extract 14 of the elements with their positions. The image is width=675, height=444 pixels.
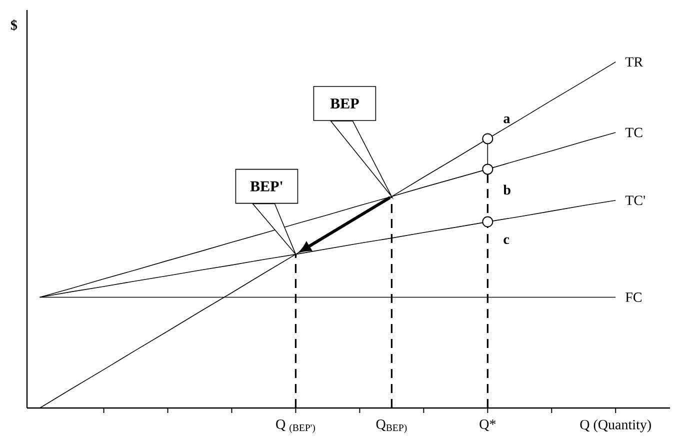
x-tick-label: Q$_{BEP)}$ <box>376 420 407 434</box>
annotation: BEP <box>330 98 359 108</box>
x-tick-label: Q* <box>480 420 496 432</box>
annotation: a <box>504 116 510 124</box>
series-label: FC <box>626 292 642 302</box>
annotation: BEP' <box>250 181 282 192</box>
series-label: TC' <box>625 196 645 206</box>
series-label: TR <box>625 57 644 66</box>
annotation: c <box>504 237 510 244</box>
x-tick-label: Q (Quantity) <box>580 420 651 432</box>
y-axis-title: $ <box>10 20 18 31</box>
x-tick-label: Q $_{(BEP')}$ <box>276 420 315 434</box>
annotation: b <box>503 184 510 195</box>
series-label: TC <box>625 128 642 138</box>
